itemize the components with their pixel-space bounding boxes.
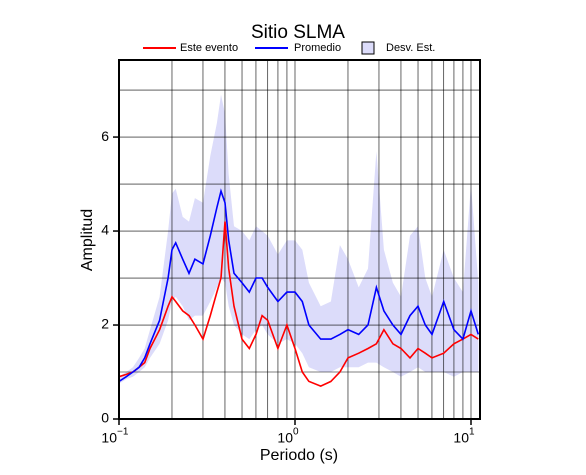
series-line	[118, 221, 479, 387]
x-tick-label: 10	[453, 430, 469, 446]
plot-frame	[118, 59, 481, 420]
x-axis-label: Periodo (s)	[260, 447, 338, 464]
series-line	[118, 188, 480, 383]
x-tick-exponent: −1	[117, 427, 129, 438]
std-band	[119, 94, 479, 384]
y-tick-label: 0	[101, 410, 109, 426]
legend-swatch	[361, 41, 375, 55]
legend-label: Promedio	[294, 42, 341, 54]
x-tick-exponent: 1	[469, 427, 475, 438]
x-tick-label: 10	[277, 430, 293, 446]
y-tick-label: 4	[101, 222, 109, 238]
legend-label: Desv. Est.	[386, 42, 435, 54]
y-tick-label: 2	[101, 316, 109, 332]
x-tick-label: 10	[101, 430, 117, 446]
x-tick-exponent: 0	[293, 427, 299, 438]
y-axis-label: Amplitud	[79, 209, 96, 271]
chart-title: Sitio SLMA	[251, 22, 345, 43]
legend-label: Este evento	[180, 42, 238, 54]
y-tick-label: 6	[101, 128, 109, 144]
